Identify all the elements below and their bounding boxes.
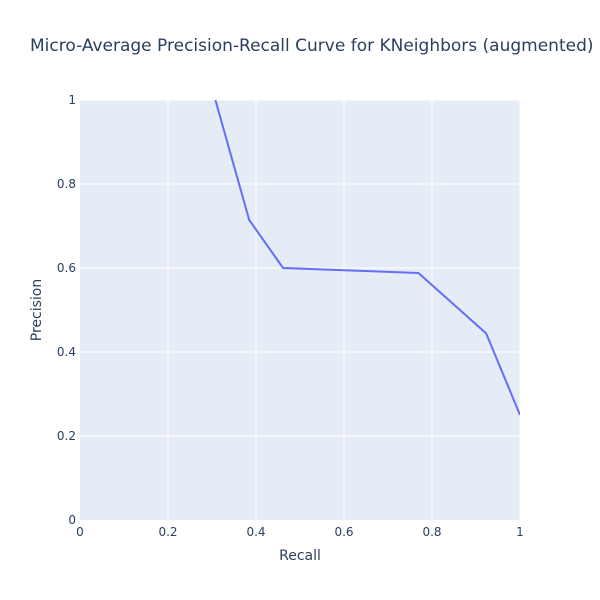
y-tick-label: 0 (68, 513, 76, 527)
chart-title: Micro-Average Precision-Recall Curve for… (30, 36, 594, 56)
x-tick-label: 0 (76, 525, 84, 539)
tick-layer: 0 0.2 0.4 0.6 0.8 1 0 0.2 0.4 0.6 0.8 1 (57, 93, 524, 539)
x-tick-label: 1 (516, 525, 524, 539)
y-tick-label: 0.6 (57, 261, 76, 275)
plot-area (80, 100, 520, 520)
y-tick-label: 0.4 (57, 345, 76, 359)
y-tick-label: 0.2 (57, 429, 76, 443)
y-tick-label: 0.8 (57, 177, 76, 191)
y-tick-label: 1 (68, 93, 76, 107)
precision-recall-line (214, 100, 520, 416)
series-layer (214, 100, 520, 416)
y-axis-title: Precision (29, 279, 45, 341)
x-tick-label: 0.6 (334, 525, 353, 539)
x-tick-label: 0.2 (158, 525, 177, 539)
grid-layer (80, 99, 521, 520)
x-tick-label: 0.4 (246, 525, 265, 539)
x-tick-label: 0.8 (422, 525, 441, 539)
x-axis-title: Recall (279, 548, 321, 564)
